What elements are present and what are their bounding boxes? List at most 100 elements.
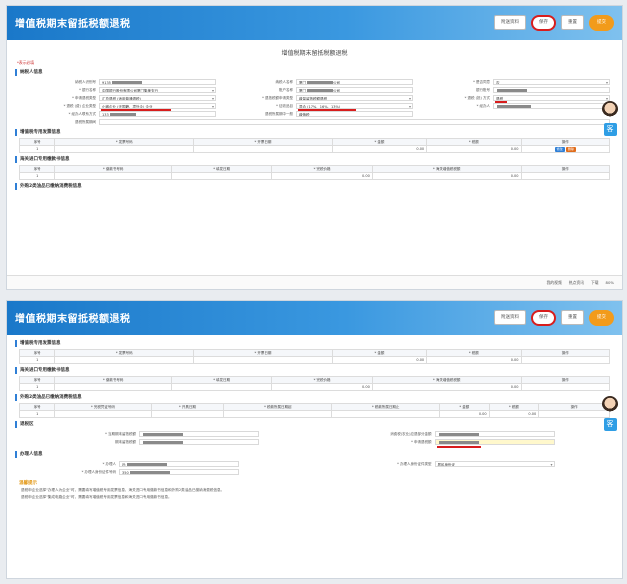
field-label: 期末留抵税额 [115, 439, 136, 444]
row-number: 1 [18, 383, 56, 391]
levy-item-select[interactable]: 混合 (17%、16%、13%) [296, 103, 413, 109]
row-number: 1 [18, 410, 56, 418]
tax-cell[interactable]: 0.00 [488, 410, 540, 418]
table-row: 1 0.00 0.00 [18, 383, 610, 391]
refund-remark-field[interactable] [99, 119, 610, 125]
reset-button[interactable]: 重置 [561, 310, 584, 325]
customs-no-cell[interactable] [54, 383, 172, 391]
amount-cell[interactable]: 0.00 [331, 145, 428, 153]
taxpayer-name-field[interactable]: 厦门 公司 [296, 79, 413, 85]
invoice-date-cell[interactable] [193, 356, 333, 364]
field-label: * 银行名称 [79, 87, 96, 92]
field-label: 消费税(农业)应退部分金额 [390, 431, 432, 436]
amount-cell[interactable]: 0.00 [331, 356, 428, 364]
zoom-level[interactable]: 80% [605, 280, 614, 285]
form-row: * 申请退税类型 汇总退税 (适用普通退税) * 退抵税额申请类型 增量留抵税额… [19, 94, 610, 103]
field-label: * 征收品目 [276, 103, 293, 108]
news-link[interactable]: 热点资讯 [568, 279, 584, 285]
handler-name-field[interactable]: 孙 [119, 461, 239, 467]
nonlast-field[interactable]: 增值税 [296, 111, 413, 117]
current-credit-field[interactable] [139, 431, 259, 437]
col-header: * 税额 [426, 138, 522, 146]
tax-cell[interactable]: 0.00 [371, 383, 522, 391]
agent-field[interactable] [493, 103, 610, 109]
assistant-avatar-icon[interactable] [602, 101, 618, 119]
account-name-field[interactable]: 厦门 公司 [296, 87, 413, 93]
amount-cell[interactable]: 0.00 [271, 383, 373, 391]
field-label: * 办理人身份证件号码 [81, 469, 116, 474]
col-header: 序号 [18, 403, 56, 411]
form-row: * 办理人 孙 * 办理人身份证件类型 居民身份证 [19, 460, 610, 468]
attach-button[interactable]: 附送资料 [494, 310, 526, 325]
field-label: * 退税 (抵) 方式 [464, 95, 490, 100]
amount-cell[interactable]: 0.00 [271, 172, 373, 180]
period-start-cell[interactable] [223, 410, 333, 418]
col-header: * 填发日期 [170, 376, 273, 384]
amount-cell[interactable]: 0.00 [439, 410, 490, 418]
col-header: * 完税凭证号码 [54, 403, 152, 411]
col-header: * 填发日期 [170, 165, 273, 173]
col-header: * 发票号码 [54, 138, 195, 146]
submit-button[interactable]: 提交 [589, 15, 614, 31]
taxpayer-id-field[interactable]: 9135 [99, 79, 216, 85]
save-button[interactable]: 保存 [531, 15, 556, 31]
refund-reason-select[interactable]: 增量留抵税额退税 [296, 95, 413, 101]
agent-phone-field[interactable]: 133 [99, 111, 216, 117]
refund-type-select[interactable]: 汇总退税 (适用普通退税) [99, 95, 216, 101]
header-buttons: 附送资料 保存 重置 提交 [494, 310, 614, 326]
col-header: * 金额 [331, 349, 428, 357]
form-row: * 当期期末留抵税额 消费税(农业)应退部分金额 [19, 430, 610, 438]
invoice-date-cell[interactable] [193, 145, 333, 153]
customs-no-cell[interactable] [54, 172, 172, 180]
form-row: * 经办人联系方式 133 退税所属期中一般 增值税 [19, 110, 610, 118]
reset-button[interactable]: 重置 [561, 15, 584, 30]
same-applicant-select[interactable]: 否 [493, 79, 610, 85]
required-note: *表示必填 [17, 60, 35, 65]
service-icon[interactable]: 客 [603, 123, 617, 136]
refund-amount-field[interactable] [434, 439, 555, 445]
col-header: 操作 [520, 165, 610, 173]
field-label: * 经办人 [476, 103, 490, 108]
col-header: * 开具日期 [150, 403, 225, 411]
field-label: * 当期期末留抵税额 [105, 431, 136, 436]
row-edit-button[interactable]: 修改 [554, 146, 565, 152]
fill-date-cell[interactable] [170, 172, 273, 180]
attach-button[interactable]: 附送资料 [494, 15, 526, 30]
redacted-mask [109, 113, 136, 116]
tax-cell[interactable]: 0.00 [371, 172, 522, 180]
refund-method-select[interactable]: 退税 [493, 95, 610, 101]
tax-cell[interactable]: 0.00 [426, 356, 522, 364]
voucher-no-cell[interactable] [54, 410, 152, 418]
handler-id-type-select[interactable]: 居民身份证 [434, 461, 555, 467]
row-delete-button[interactable]: 删除 [565, 146, 576, 152]
invoice-no-cell[interactable] [54, 145, 195, 153]
invoice-no-cell[interactable] [54, 356, 195, 364]
tax-cell[interactable]: 0.00 [426, 145, 522, 153]
save-button[interactable]: 保存 [531, 310, 556, 326]
handler-id-no-field[interactable]: 350 [119, 469, 239, 475]
bank-name-select[interactable]: 中国银行股份有限公司厦门集美支行 [99, 87, 216, 93]
consumption-refund-field[interactable] [434, 431, 555, 437]
service-icon[interactable]: 客 [603, 418, 617, 431]
assistant-avatar-icon[interactable] [602, 396, 618, 414]
outside-table: 序号 * 完税凭证号码 * 开具日期 * 税款所属日期起 * 税款所属日期止 *… [18, 403, 610, 418]
issue-date-cell[interactable] [150, 410, 225, 418]
page-title: 增值税期末留抵税额退税 [281, 50, 348, 57]
field-label: 账户名称 [279, 87, 293, 92]
row-actions [520, 356, 610, 364]
warning-title: 温馨提示 [19, 481, 37, 486]
table-row: 1 0.00 0.00 [18, 356, 610, 364]
browser-status-bar: 我的视频 热点资讯 下载 80% [7, 275, 622, 289]
app-title: 增值税期末留抵税额退税 [15, 19, 131, 30]
industry-select[interactable]: 小微企业 (无国籍、境外企) 企业 [99, 103, 216, 109]
field-label: 纳税人识别号 [75, 79, 96, 84]
fill-date-cell[interactable] [170, 383, 273, 391]
field-label: 纳税人名称 [275, 79, 294, 84]
submit-button[interactable]: 提交 [589, 310, 614, 326]
download-button[interactable]: 下载 [590, 279, 599, 285]
ending-credit-field[interactable] [139, 439, 259, 445]
redacted-mask [143, 441, 183, 444]
period-end-cell[interactable] [331, 410, 441, 418]
video-link[interactable]: 我的视频 [546, 279, 562, 285]
bank-account-field[interactable] [493, 87, 610, 93]
